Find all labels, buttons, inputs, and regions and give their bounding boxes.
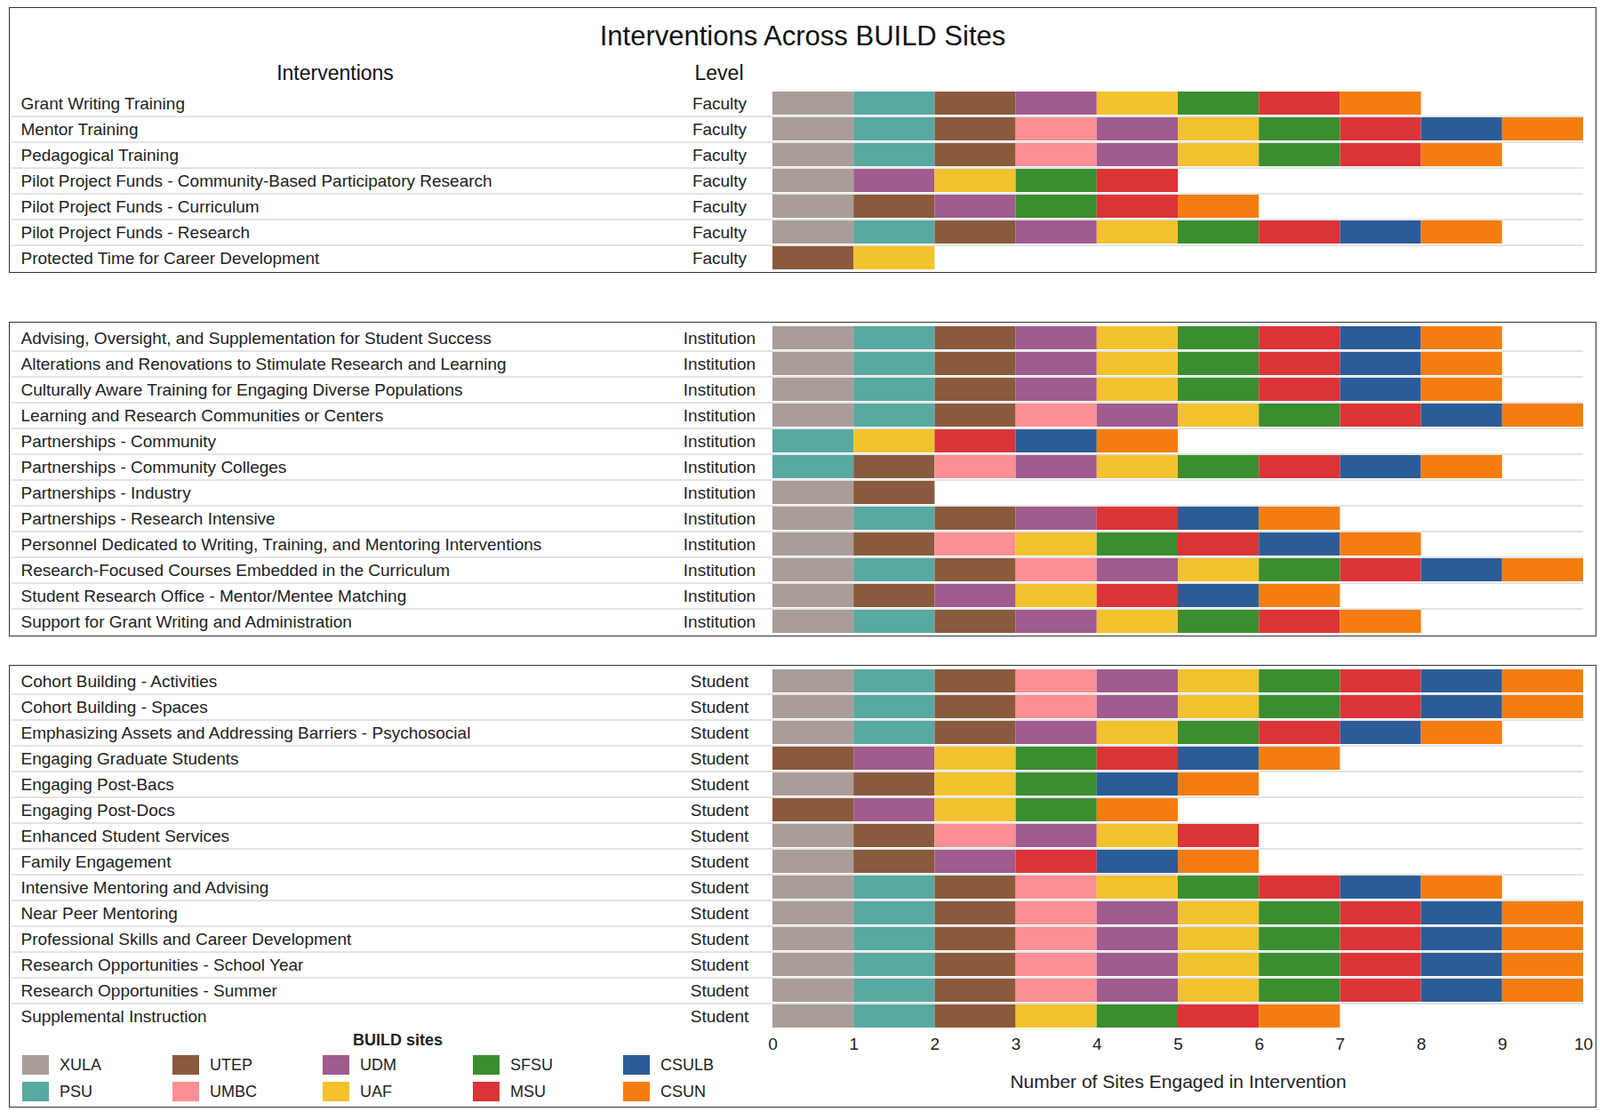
svg-text:Institution: Institution bbox=[683, 612, 756, 632]
svg-text:7: 7 bbox=[1336, 1034, 1346, 1054]
svg-text:Cohort Building - Activities: Cohort Building - Activities bbox=[21, 672, 218, 691]
svg-text:Protected Time for Career Deve: Protected Time for Career Development bbox=[21, 248, 321, 268]
svg-text:Student: Student bbox=[690, 929, 750, 949]
svg-text:Grant Writing Training: Grant Writing Training bbox=[21, 94, 185, 113]
svg-text:Institution: Institution bbox=[683, 509, 756, 528]
svg-text:Number of Sites Engaged in Int: Number of Sites Engaged in Intervention bbox=[1009, 1071, 1346, 1092]
svg-text:Student Research Office - Ment: Student Research Office - Mentor/Mentee … bbox=[21, 586, 408, 606]
svg-text:Faculty: Faculty bbox=[692, 120, 748, 139]
svg-text:Faculty: Faculty bbox=[692, 223, 748, 242]
svg-text:Faculty: Faculty bbox=[692, 197, 748, 216]
svg-text:Support for Grant Writing and: Support for Grant Writing and Administra… bbox=[21, 612, 352, 632]
svg-text:Research Opportunities - Summe: Research Opportunities - Summer bbox=[21, 981, 279, 1000]
svg-text:8: 8 bbox=[1416, 1034, 1427, 1054]
svg-text:Research Opportunities - Schoo: Research Opportunities - School Year bbox=[21, 955, 305, 975]
svg-text:Supplemental Instruction: Supplemental Instruction bbox=[21, 1007, 208, 1026]
html-text:Interventions: Interventions bbox=[276, 61, 394, 85]
html-text:CSUN: CSUN bbox=[660, 1082, 706, 1100]
svg-text:Professional Skills and Career: Professional Skills and Career Developme… bbox=[21, 929, 352, 949]
html-text:SFSU: SFSU bbox=[510, 1055, 553, 1074]
svg-text:Institution: Institution bbox=[683, 380, 756, 400]
svg-text:2: 2 bbox=[930, 1034, 941, 1054]
svg-text:Student: Student bbox=[690, 955, 750, 975]
svg-text:Family Engagement: Family Engagement bbox=[21, 852, 173, 872]
svg-text:Personnel Dedicated to Writing: Personnel Dedicated to Writing, Training… bbox=[21, 535, 543, 554]
svg-text:Engaging Post-Docs: Engaging Post-Docs bbox=[21, 800, 176, 820]
svg-text:Student: Student bbox=[690, 672, 750, 691]
svg-text:Pedagogical Training: Pedagogical Training bbox=[21, 145, 179, 165]
html-text:UAF: UAF bbox=[360, 1082, 392, 1100]
svg-text:Pilot Project Funds - Research: Pilot Project Funds - Research bbox=[21, 223, 251, 242]
html-text:CSULB: CSULB bbox=[660, 1055, 714, 1074]
svg-text:Faculty: Faculty bbox=[692, 171, 748, 191]
html-text:MSU: MSU bbox=[510, 1082, 546, 1100]
svg-text:Alterations and Renovations to: Alterations and Renovations to Stimulate… bbox=[21, 354, 507, 374]
svg-text:Mentor Training: Mentor Training bbox=[21, 120, 139, 139]
svg-text:Institution: Institution bbox=[683, 354, 756, 374]
svg-text:Advising, Oversight, and Suppl: Advising, Oversight, and Supplementation… bbox=[21, 328, 492, 348]
svg-text:9: 9 bbox=[1497, 1034, 1508, 1054]
svg-text:5: 5 bbox=[1173, 1034, 1184, 1054]
svg-text:Near Peer Mentoring: Near Peer Mentoring bbox=[21, 904, 178, 923]
svg-text:3: 3 bbox=[1011, 1034, 1022, 1054]
svg-text:Institution: Institution bbox=[683, 328, 756, 348]
svg-text:Student: Student bbox=[690, 749, 750, 768]
svg-text:Engaging Graduate Students: Engaging Graduate Students bbox=[21, 749, 240, 768]
html-text:UMBC: UMBC bbox=[209, 1082, 257, 1100]
svg-text:Faculty: Faculty bbox=[692, 248, 748, 268]
html-text:XULA: XULA bbox=[59, 1055, 102, 1074]
svg-text:Student: Student bbox=[690, 852, 750, 872]
svg-text:Institution: Institution bbox=[683, 457, 756, 477]
svg-text:Partnerships - Research Intens: Partnerships - Research Intensive bbox=[21, 509, 276, 528]
svg-text:Student: Student bbox=[690, 826, 750, 846]
html-text:BUILD sites: BUILD sites bbox=[352, 1031, 443, 1049]
svg-text:Institution: Institution bbox=[683, 432, 756, 451]
svg-text:Research-Focused Courses Embed: Research-Focused Courses Embedded in the… bbox=[21, 560, 451, 580]
svg-text:Cohort Building - Spaces: Cohort Building - Spaces bbox=[21, 697, 208, 717]
svg-text:Institution: Institution bbox=[683, 406, 756, 425]
svg-text:Student: Student bbox=[690, 878, 750, 897]
svg-text:Student: Student bbox=[690, 800, 750, 820]
svg-text:Pilot Project Funds - Communit: Pilot Project Funds - Community-Based Pa… bbox=[21, 171, 493, 191]
html-text:Level: Level bbox=[694, 61, 744, 85]
svg-text:Student: Student bbox=[690, 1007, 750, 1026]
svg-text:Student: Student bbox=[690, 723, 750, 743]
svg-text:1: 1 bbox=[848, 1034, 859, 1054]
svg-text:Learning and Research Communit: Learning and Research Communities or Cen… bbox=[21, 406, 384, 425]
svg-text:Partnerships - Community Colle: Partnerships - Community Colleges bbox=[21, 457, 288, 477]
svg-text:Student: Student bbox=[690, 775, 750, 794]
svg-text:Culturally Aware Training for: Culturally Aware Training for Engaging D… bbox=[21, 380, 464, 400]
svg-text:Faculty: Faculty bbox=[692, 145, 748, 165]
svg-text:Intensive Mentoring and Advisi: Intensive Mentoring and Advising bbox=[21, 878, 270, 897]
svg-text:Partnerships - Industry: Partnerships - Industry bbox=[21, 483, 192, 503]
html-text:UTEP: UTEP bbox=[209, 1055, 253, 1074]
svg-text:Institution: Institution bbox=[683, 560, 756, 580]
html-text:Interventions Across BUILD Sit: Interventions Across BUILD Sites bbox=[599, 20, 1006, 52]
svg-text:Student: Student bbox=[690, 697, 750, 717]
html-text:UDM: UDM bbox=[360, 1055, 397, 1074]
svg-text:Institution: Institution bbox=[683, 586, 756, 606]
svg-text:Institution: Institution bbox=[683, 535, 756, 554]
svg-text:Pilot Project Funds - Curricul: Pilot Project Funds - Curriculum bbox=[21, 197, 260, 216]
svg-text:Faculty: Faculty bbox=[692, 94, 748, 113]
svg-text:6: 6 bbox=[1254, 1034, 1264, 1054]
svg-text:Enhanced Student Services: Enhanced Student Services bbox=[21, 826, 231, 846]
svg-text:Engaging Post-Bacs: Engaging Post-Bacs bbox=[21, 775, 175, 794]
svg-text:Emphasizing Assets and Address: Emphasizing Assets and Addressing Barrie… bbox=[21, 723, 472, 743]
svg-text:Institution: Institution bbox=[683, 483, 756, 503]
svg-text:Student: Student bbox=[690, 981, 750, 1000]
svg-text:Student: Student bbox=[690, 904, 750, 923]
svg-text:10: 10 bbox=[1574, 1034, 1593, 1054]
svg-text:0: 0 bbox=[768, 1034, 778, 1054]
html-text:PSU: PSU bbox=[59, 1082, 93, 1100]
svg-text:4: 4 bbox=[1092, 1034, 1103, 1054]
svg-text:Partnerships - Community: Partnerships - Community bbox=[21, 432, 217, 451]
